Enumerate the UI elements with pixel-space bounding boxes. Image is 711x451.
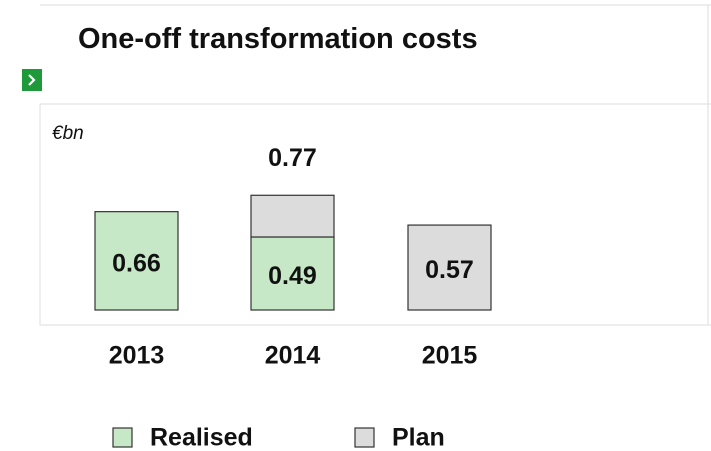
unit-label: €bn	[52, 123, 84, 144]
data-label: 0.49	[268, 262, 317, 290]
x-tick-label: 2013	[109, 342, 165, 370]
data-label: 0.66	[112, 249, 161, 277]
bar-segment	[94, 211, 179, 311]
bar-segment	[250, 236, 335, 311]
data-label: 0.57	[425, 256, 474, 284]
total-label: 0.77	[268, 144, 317, 172]
legend-swatch	[112, 427, 133, 448]
bar-segment	[407, 224, 492, 311]
legend-label: Realised	[150, 424, 253, 451]
x-tick-label: 2014	[265, 342, 321, 370]
bar-segment	[250, 194, 335, 238]
icon	[22, 69, 42, 91]
legend-label: Plan	[392, 424, 445, 451]
x-tick-label: 2015	[422, 342, 478, 370]
icon-arrow	[28, 74, 36, 86]
chart-title: One-off transformation costs	[78, 23, 478, 55]
legend-swatch	[354, 427, 375, 448]
